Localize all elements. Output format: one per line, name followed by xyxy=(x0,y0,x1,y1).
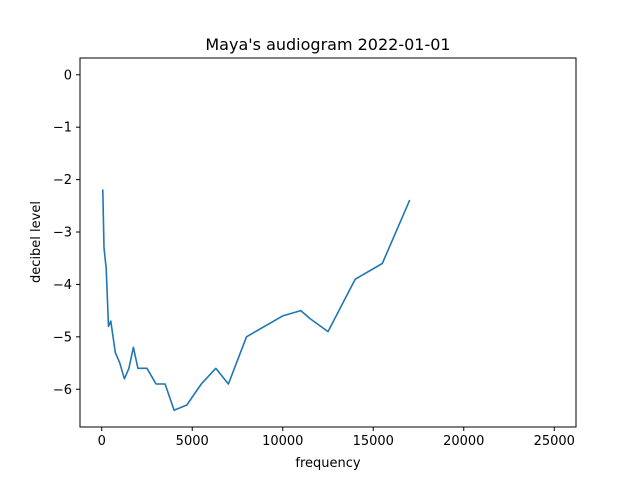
plot-area: 0 5000 10000 15000 20000 25000 0 −1 −2 −3 −4 −5 −6 xyxy=(53,57,577,449)
x-tick-label: 10000 xyxy=(262,434,303,449)
x-axis-ticks: 0 5000 10000 15000 20000 25000 xyxy=(98,427,575,449)
y-axis-ticks: 0 −1 −2 −3 −4 −5 −6 xyxy=(53,68,80,398)
x-tick-label: 5000 xyxy=(176,434,209,449)
chart-title: Maya's audiogram 2022-01-01 xyxy=(205,35,450,54)
y-tick-label: −6 xyxy=(53,383,72,398)
y-axis-label: decibel level xyxy=(29,201,44,283)
series-line xyxy=(102,189,411,412)
y-tick-label: −2 xyxy=(53,173,72,188)
axes-frame xyxy=(79,57,577,428)
x-tick-label: 25000 xyxy=(534,434,575,449)
x-tick-label: 20000 xyxy=(443,434,484,449)
series-layer xyxy=(102,189,411,412)
y-tick-label: −1 xyxy=(53,121,72,136)
y-tick-label: −3 xyxy=(53,226,72,241)
y-tick-label: 0 xyxy=(64,68,72,83)
x-axis-label: frequency xyxy=(295,456,361,471)
x-tick-label: 0 xyxy=(98,434,106,449)
x-tick-label: 15000 xyxy=(353,434,394,449)
y-tick-label: −4 xyxy=(53,278,72,293)
y-tick-label: −5 xyxy=(53,330,72,345)
